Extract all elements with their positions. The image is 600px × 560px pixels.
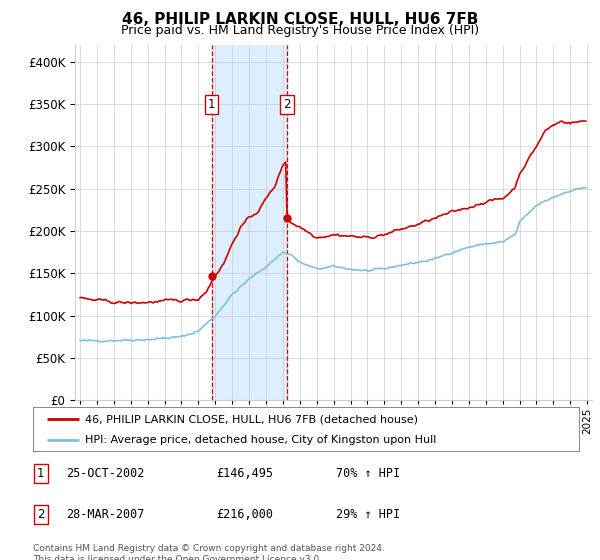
- Text: 46, PHILIP LARKIN CLOSE, HULL, HU6 7FB: 46, PHILIP LARKIN CLOSE, HULL, HU6 7FB: [122, 12, 478, 27]
- Text: 1: 1: [37, 466, 44, 480]
- Text: 29% ↑ HPI: 29% ↑ HPI: [336, 507, 400, 521]
- Text: 1: 1: [208, 97, 215, 110]
- Text: £216,000: £216,000: [216, 507, 273, 521]
- Text: HPI: Average price, detached house, City of Kingston upon Hull: HPI: Average price, detached house, City…: [85, 435, 436, 445]
- Text: £146,495: £146,495: [216, 466, 273, 480]
- Text: 46, PHILIP LARKIN CLOSE, HULL, HU6 7FB (detached house): 46, PHILIP LARKIN CLOSE, HULL, HU6 7FB (…: [85, 414, 418, 424]
- Text: 28-MAR-2007: 28-MAR-2007: [66, 507, 145, 521]
- Text: Price paid vs. HM Land Registry's House Price Index (HPI): Price paid vs. HM Land Registry's House …: [121, 24, 479, 36]
- Text: 2: 2: [37, 507, 44, 521]
- Bar: [212, 45, 287, 400]
- Text: Contains HM Land Registry data © Crown copyright and database right 2024.
This d: Contains HM Land Registry data © Crown c…: [33, 544, 385, 560]
- Text: 70% ↑ HPI: 70% ↑ HPI: [336, 466, 400, 480]
- Text: 25-OCT-2002: 25-OCT-2002: [66, 466, 145, 480]
- Text: 2: 2: [283, 97, 291, 110]
